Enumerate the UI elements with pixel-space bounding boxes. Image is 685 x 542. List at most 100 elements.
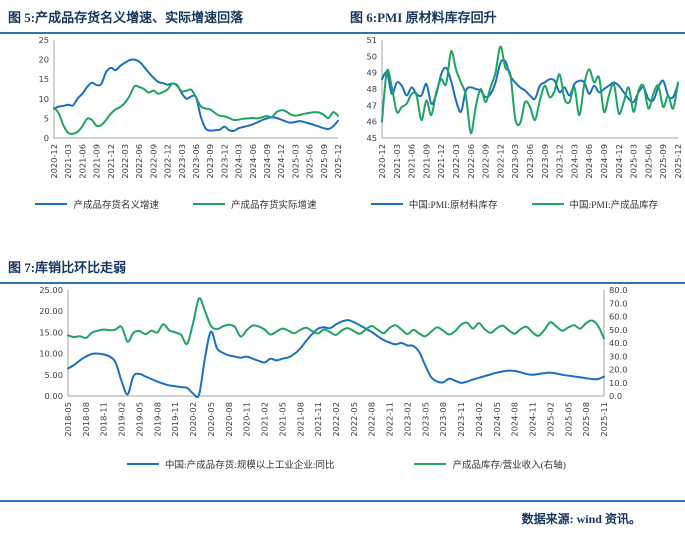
svg-text:10.0: 10.0	[609, 378, 627, 388]
svg-text:2023-02: 2023-02	[403, 402, 413, 437]
svg-text:2025-03: 2025-03	[290, 144, 300, 179]
svg-text:2021-09: 2021-09	[92, 144, 102, 179]
svg-text:2022-11: 2022-11	[385, 402, 395, 437]
svg-text:0.00: 0.00	[45, 391, 63, 401]
svg-text:2020-12: 2020-12	[49, 144, 59, 179]
top-charts-row: 0 5 10 15 20 25 2020-12 2021-03 2021-06 2021-09 20…	[0, 34, 685, 211]
svg-text:2020-02: 2020-02	[188, 402, 198, 437]
svg-text:10.00: 10.00	[39, 349, 63, 359]
fig7-section: 图 7:库销比环比走弱 0.00 5.00 10.00 15.00 20.00 25.00…	[0, 259, 685, 471]
svg-text:2024-11: 2024-11	[528, 402, 538, 437]
svg-text:51: 51	[366, 35, 377, 45]
fig6-title: 图 6:PMI 原材料库存回升	[350, 10, 497, 25]
footer-rule	[0, 500, 685, 502]
svg-text:2021-11: 2021-11	[313, 402, 323, 437]
svg-text:20: 20	[38, 55, 49, 65]
svg-text:2025-12: 2025-12	[333, 144, 343, 179]
svg-text:2025-09: 2025-09	[319, 144, 329, 179]
svg-text:2024-06: 2024-06	[248, 144, 258, 179]
legend-label: 中国:PMI:原材料库存	[408, 200, 498, 211]
svg-text:2023-11: 2023-11	[456, 402, 466, 437]
svg-text:2019-02: 2019-02	[117, 402, 127, 437]
legend-label: 产成品存货名义增速	[73, 200, 159, 211]
svg-text:2021-09: 2021-09	[421, 144, 431, 179]
svg-text:2022-06: 2022-06	[466, 144, 476, 179]
svg-text:2023-09: 2023-09	[540, 144, 550, 179]
data-source-note: 数据来源: wind 资讯。	[521, 512, 641, 526]
svg-text:2023-09: 2023-09	[205, 144, 215, 179]
legend-item: 中国:PMI:产成品库存	[531, 197, 659, 211]
svg-text:2025-06: 2025-06	[305, 144, 315, 179]
svg-text:2025-02: 2025-02	[545, 402, 555, 437]
svg-text:5: 5	[44, 113, 49, 123]
svg-text:2021-12: 2021-12	[436, 144, 446, 179]
legend-label: 产成品库存/营业收入(右轴)	[452, 460, 566, 471]
legend-item: 中国:产成品存货:规模以上工业企业:同比	[127, 457, 334, 471]
legend-line-green-icon	[414, 462, 447, 465]
svg-text:2025-12: 2025-12	[673, 144, 683, 179]
legend-line-green-icon	[193, 202, 225, 205]
svg-text:80.0: 80.0	[609, 285, 627, 295]
svg-text:25.00: 25.00	[39, 285, 63, 295]
fig6-panel: 45 46 47 48 49 50 51 2020-12 2021-03 2021-06 2021-…	[344, 34, 685, 211]
fig5-panel: 0 5 10 15 20 25 2020-12 2021-03 2021-06 2021-09 20…	[8, 34, 344, 211]
svg-text:2022-05: 2022-05	[349, 402, 359, 437]
svg-text:2023-08: 2023-08	[438, 402, 448, 437]
svg-text:20.0: 20.0	[609, 365, 627, 375]
svg-text:0: 0	[44, 133, 49, 143]
svg-text:2022-02: 2022-02	[331, 402, 341, 437]
svg-text:2022-08: 2022-08	[367, 402, 377, 437]
svg-text:2022-12: 2022-12	[163, 144, 173, 179]
svg-text:2025-05: 2025-05	[563, 402, 573, 437]
svg-text:60.0: 60.0	[609, 312, 627, 322]
fig5-line-chart: 0 5 10 15 20 25 2020-12 2021-03 2021-06 2021-09 20…	[38, 35, 343, 179]
legend-line-blue-icon	[370, 202, 403, 205]
svg-text:2019-05: 2019-05	[135, 402, 145, 437]
fig6-legend: 中国:PMI:原材料库存 中国:PMI:产成品库存	[344, 196, 685, 211]
svg-text:2022-03: 2022-03	[120, 144, 130, 179]
svg-text:5.00: 5.00	[45, 370, 63, 380]
svg-text:70.0: 70.0	[609, 298, 627, 308]
svg-text:2021-06: 2021-06	[407, 144, 417, 179]
svg-text:2023-12: 2023-12	[555, 144, 565, 179]
fig6-line-chart: 45 46 47 48 49 50 51 2020-12 2021-03 2021-06 2021-…	[366, 35, 683, 179]
svg-text:48: 48	[366, 84, 377, 94]
svg-text:2024-05: 2024-05	[492, 402, 502, 437]
svg-text:2025-03: 2025-03	[629, 144, 639, 179]
svg-text:2024-03: 2024-03	[569, 144, 579, 179]
legend-label: 产成品存货实际增速	[231, 200, 317, 211]
svg-text:2024-08: 2024-08	[510, 402, 520, 437]
fig5-legend: 产成品存货名义增速 产成品存货实际增速	[8, 196, 344, 211]
svg-text:2018-08: 2018-08	[81, 402, 91, 437]
svg-text:2021-12: 2021-12	[106, 144, 116, 179]
fig7-line-chart: 0.00 5.00 10.00 15.00 20.00 25.00 0.0 10.0 20.0 3…	[39, 285, 627, 437]
svg-text:2018-05: 2018-05	[63, 402, 73, 437]
legend-line-green-icon	[531, 202, 564, 205]
svg-text:2024-03: 2024-03	[234, 144, 244, 179]
svg-text:2023-03: 2023-03	[510, 144, 520, 179]
fig7-title-rule	[0, 282, 685, 284]
svg-text:2025-11: 2025-11	[599, 402, 609, 437]
svg-text:2025-09: 2025-09	[658, 144, 668, 179]
svg-text:2024-06: 2024-06	[584, 144, 594, 179]
fig5-title: 图 5:产成品存货名义增速、实际增速回落	[8, 10, 244, 25]
svg-text:50: 50	[366, 51, 377, 61]
fig7-legend: 中国:产成品存货:规模以上工业企业:同比 产成品库存/营业收入(右轴)	[8, 456, 685, 471]
svg-text:47: 47	[366, 100, 377, 110]
svg-text:2025-08: 2025-08	[581, 402, 591, 437]
svg-text:2023-12: 2023-12	[219, 144, 229, 179]
svg-text:2024-09: 2024-09	[599, 144, 609, 179]
legend-item: 产成品库存/营业收入(右轴)	[414, 457, 566, 471]
svg-text:2022-09: 2022-09	[481, 144, 491, 179]
top-titles-row: 图 5:产成品存货名义增速、实际增速回落 图 6:PMI 原材料库存回升	[0, 0, 685, 32]
svg-text:2021-05: 2021-05	[277, 402, 287, 437]
svg-text:50.0: 50.0	[609, 325, 627, 335]
svg-text:2025-06: 2025-06	[643, 144, 653, 179]
legend-label: 中国:产成品存货:规模以上工业企业:同比	[165, 460, 335, 471]
svg-text:2019-11: 2019-11	[170, 402, 180, 437]
svg-text:15: 15	[38, 74, 49, 84]
svg-text:2024-12: 2024-12	[614, 144, 624, 179]
svg-text:46: 46	[366, 117, 377, 127]
legend-label: 中国:PMI:产成品库存	[569, 200, 659, 211]
